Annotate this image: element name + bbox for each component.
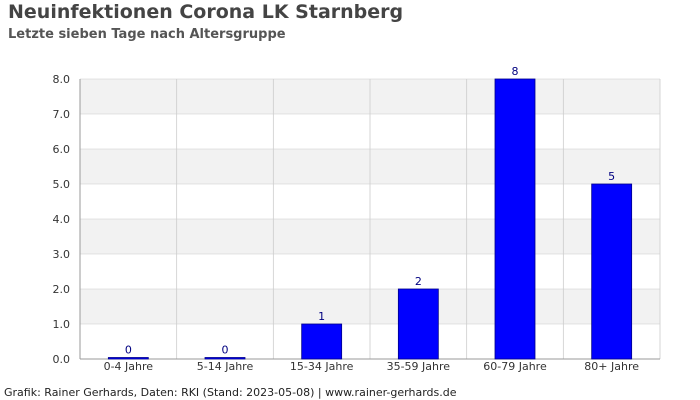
y-tick-label: 3.0 [53,248,71,261]
bar-80-jahre [591,183,633,360]
bars [107,78,633,360]
data-label: 0 [222,344,229,357]
y-tick-label: 6.0 [53,143,71,156]
bar-60-79-jahre [494,78,536,360]
x-tick-label: 5-14 Jahre [197,360,254,373]
x-tick-label: 35-59 Jahre [387,360,451,373]
data-label: 5 [608,170,615,183]
y-tick-label: 5.0 [53,178,71,191]
data-label: 0 [125,344,132,357]
y-tick-labels: 0.0 1.0 2.0 3.0 4.0 5.0 6.0 7.0 8.0 [53,73,71,366]
bar-15-34-jahre [301,323,343,360]
x-tick-label: 15-34 Jahre [290,360,354,373]
y-tick-label: 2.0 [53,283,71,296]
bar-0-4-jahre [107,357,149,360]
y-tick-label: 1.0 [53,318,71,331]
x-tick-label: 80+ Jahre [584,360,639,373]
y-tick-label: 4.0 [53,213,71,226]
chart-subtitle: Letzte sieben Tage nach Altersgruppe [8,27,286,42]
bar-35-59-jahre [397,288,439,360]
bar-5-14-jahre [204,357,246,360]
x-tick-label: 60-79 Jahre [483,360,547,373]
axes [79,79,660,360]
x-tick-labels: 0-4 Jahre 5-14 Jahre 15-34 Jahre 35-59 Jahr… [104,360,640,373]
y-tick-label: 0.0 [53,353,71,366]
y-tick-label: 8.0 [53,73,71,86]
data-labels: 0 0 1 2 8 5 [125,65,615,357]
chart-footer: Grafik: Rainer Gerhards, Daten: RKI (Sta… [4,386,457,399]
y-tick-label: 7.0 [53,108,71,121]
x-tick-label: 0-4 Jahre [104,360,154,373]
chart-title: Neuinfektionen Corona LK Starnberg [8,1,404,23]
data-label: 1 [318,310,325,323]
data-label: 2 [415,275,422,288]
data-label: 8 [512,65,519,78]
